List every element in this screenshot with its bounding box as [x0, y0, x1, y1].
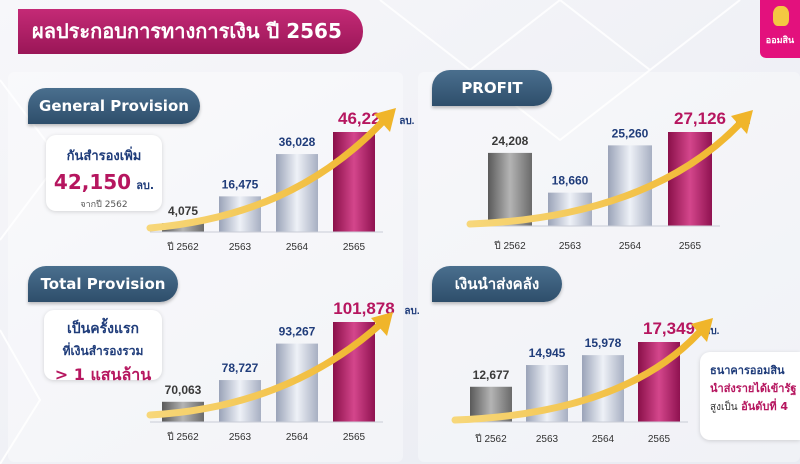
- bar: [488, 152, 532, 226]
- tick-label: 2563: [559, 241, 582, 252]
- tick-label: 2564: [592, 434, 615, 445]
- value-label: 12,677: [473, 368, 510, 382]
- value-label: 15,978: [585, 336, 622, 350]
- value-label: 36,028: [279, 135, 316, 149]
- note-highlight: อันดับที่ 4: [741, 400, 789, 413]
- general-provision-info: กันสำรองเพิ่ม 42,150 ลบ. จากปี 2562: [46, 135, 162, 211]
- arrow-head: [371, 312, 393, 336]
- unit-label: ลบ.: [399, 116, 414, 127]
- value-label: 14,945: [529, 346, 566, 360]
- seal-icon: [773, 6, 789, 26]
- value-label: 101,878: [333, 299, 394, 318]
- info-line: เป็นครั้งแรก: [67, 321, 139, 337]
- value-label: 93,267: [279, 325, 316, 339]
- note-line: ธนาคารออมสิน: [710, 364, 785, 377]
- bar: [668, 132, 712, 226]
- tick-label: 2564: [619, 241, 642, 252]
- unit-label: ลบ.: [404, 306, 419, 317]
- tick-label: 2565: [343, 242, 366, 253]
- chart-3: 12,677 ปี 2562 14,945 2563 15,978 2564 17,349 ล…: [451, 318, 720, 445]
- info-line: ที่เงินสำรองรวม: [62, 344, 144, 358]
- tick-label: 2565: [343, 432, 366, 443]
- section-label-general-provision: General Provision: [28, 88, 200, 124]
- info-value: > 1 แสนล้าน: [54, 365, 152, 384]
- tick-label: ปี 2562: [167, 241, 199, 253]
- value-label: 25,260: [612, 126, 649, 140]
- section-label-treasury: เงินนำส่งคลัง: [432, 266, 562, 302]
- bank-logo: ออมสิน: [760, 0, 800, 58]
- total-provision-info: เป็นครั้งแรก ที่เงินสำรองรวม > 1 แสนล้าน: [44, 310, 162, 384]
- logo-text: ออมสิน: [765, 36, 795, 46]
- section-label-total-provision: Total Provision: [28, 266, 178, 302]
- value-label: 24,208: [492, 134, 529, 148]
- value-label: 17,349: [643, 319, 695, 338]
- tick-label: 2564: [286, 432, 309, 443]
- growth-arrow: [466, 114, 749, 228]
- growth-arrow: [146, 316, 389, 419]
- treasury-note: ธนาคารออมสิน นำส่งรายได้เข้ารัฐ สูงเป็น …: [700, 352, 800, 440]
- arrow-head: [691, 318, 713, 342]
- value-label: 70,063: [165, 383, 202, 397]
- tick-label: ปี 2562: [167, 431, 199, 443]
- tick-label: ปี 2562: [494, 240, 526, 252]
- growth-arrow: [451, 322, 709, 424]
- tick-label: 2563: [229, 432, 252, 443]
- value-label: 4,075: [168, 204, 198, 218]
- tick-label: ปี 2562: [475, 433, 507, 445]
- note-line: สูงเป็น: [710, 402, 738, 413]
- arrow-head: [374, 108, 396, 132]
- value-label: 16,475: [222, 177, 259, 191]
- info-value: 42,150: [53, 170, 132, 194]
- tick-label: 2563: [536, 434, 559, 445]
- unit-label: ลบ.: [704, 326, 719, 337]
- tick-label: 2563: [229, 242, 252, 253]
- value-label: 18,660: [552, 174, 589, 188]
- tick-label: 2565: [648, 434, 671, 445]
- section-label-profit: PROFIT: [432, 70, 552, 106]
- arrow-head: [731, 110, 753, 134]
- tick-label: 2565: [679, 241, 702, 252]
- growth-arrow: [146, 112, 392, 232]
- info-line: กันสำรองเพิ่ม: [66, 149, 142, 164]
- value-label: 27,126: [674, 109, 726, 128]
- value-label: 78,727: [222, 361, 259, 375]
- chart-2: 70,063 ปี 2562 78,727 2563 93,267 2564 101,878…: [146, 299, 420, 443]
- bar: [162, 223, 204, 232]
- info-unit: ลบ.: [136, 179, 155, 192]
- tick-label: 2564: [286, 242, 309, 253]
- page-title: ผลประกอบการทางการเงิน ปี 2565: [18, 9, 363, 54]
- note-line: นำส่งรายได้เข้ารัฐ: [710, 382, 797, 395]
- info-note: จากปี 2562: [80, 200, 128, 210]
